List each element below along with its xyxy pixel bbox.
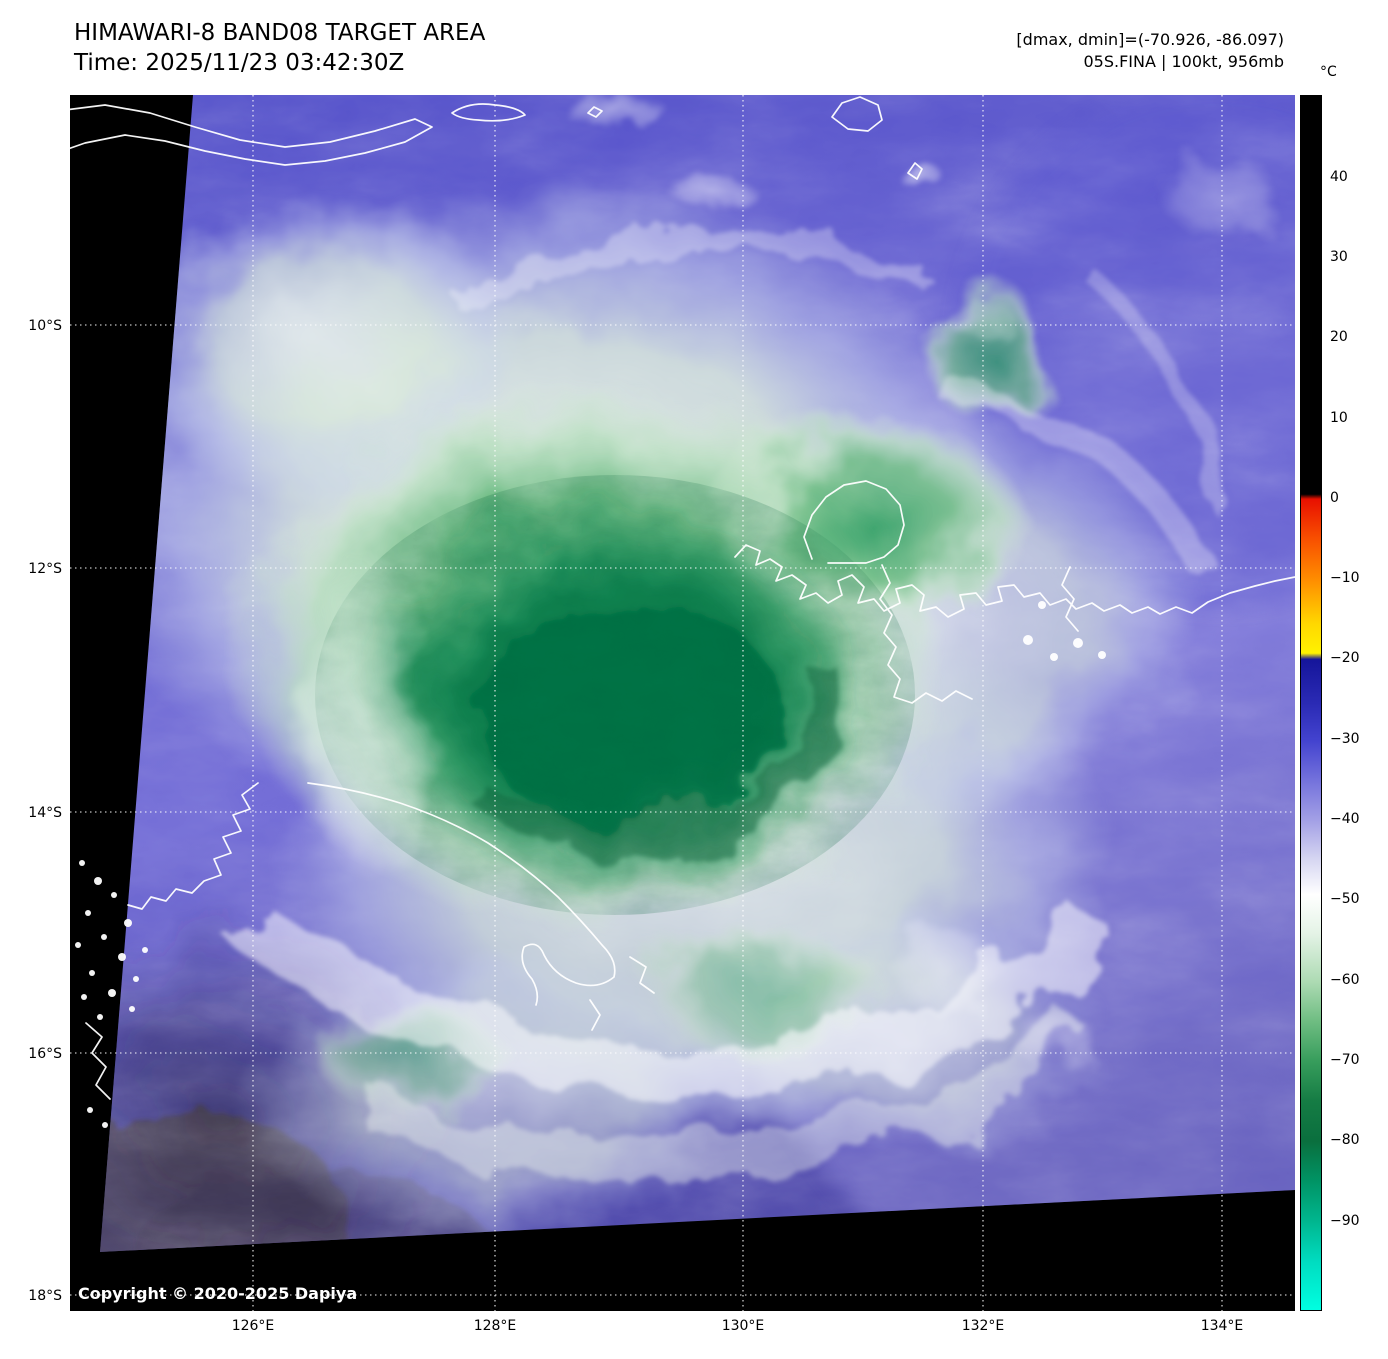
australia-north-coastline xyxy=(734,544,1296,618)
colorbar-tick-label: 20 xyxy=(1330,329,1348,345)
colorbar-unit-label: °C xyxy=(1320,64,1337,80)
lat-label: 18°S xyxy=(28,1288,62,1304)
lon-label: 126°E xyxy=(231,1318,275,1334)
small-islands-coastline xyxy=(451,96,923,180)
lat-label: 10°S xyxy=(28,318,62,334)
lat-label: 16°S xyxy=(28,1046,62,1062)
gulf-coastline xyxy=(803,480,905,564)
island-specks xyxy=(75,601,1106,1128)
copyright-text: Copyright © 2020-2025 Dapiya xyxy=(78,1284,358,1303)
colorbar-tick-label: −90 xyxy=(1330,1213,1360,1229)
lon-label: 128°E xyxy=(473,1318,517,1334)
satellite-image xyxy=(64,95,1296,1311)
graticule xyxy=(70,95,1295,1311)
lon-label: 134°E xyxy=(1200,1318,1244,1334)
inland-river-coastline xyxy=(879,564,1079,704)
colorbar-tick-label: 40 xyxy=(1330,169,1348,185)
map-area xyxy=(64,95,1296,1311)
colorbar-tick-label: −60 xyxy=(1330,972,1360,988)
dampier-peninsula-coastline xyxy=(85,782,655,1100)
colorbar-tick-label: −20 xyxy=(1330,650,1360,666)
colorbar-tick-label: 30 xyxy=(1330,249,1348,265)
lon-label: 132°E xyxy=(961,1318,1005,1334)
timestamp: Time: 2025/11/23 03:42:30Z xyxy=(74,50,405,76)
lon-label: 130°E xyxy=(721,1318,765,1334)
colorbar: °C 40 30 20 10 0 −10 −20 −30 −40 −50 −60… xyxy=(1300,64,1388,1311)
storm-info: 05S.FINA | 100kt, 956mb xyxy=(1083,52,1284,71)
white-cloud-bands xyxy=(233,95,1285,1180)
dmax-dmin-readout: [dmax, dmin]=(-70.926, -86.097) xyxy=(1016,30,1284,49)
colorbar-tick-label: 0 xyxy=(1330,490,1339,506)
colorbar-tick-label: −50 xyxy=(1330,891,1360,907)
colorbar-tick-label: −40 xyxy=(1330,811,1360,827)
satellite-swath xyxy=(100,95,1295,1252)
lat-label: 14°S xyxy=(28,805,62,821)
colorbar-gradient xyxy=(1300,95,1322,1311)
lat-label: 12°S xyxy=(28,561,62,577)
colorbar-tick-label: −70 xyxy=(1330,1052,1360,1068)
colorbar-tick-label: −30 xyxy=(1330,731,1360,747)
colorbar-tick-label: −80 xyxy=(1330,1132,1360,1148)
colorbar-tick-label: −10 xyxy=(1330,570,1360,586)
page-title: HIMAWARI-8 BAND08 TARGET AREA xyxy=(74,20,486,46)
colorbar-tick-label: 10 xyxy=(1330,410,1348,426)
timor-coastline xyxy=(64,104,433,166)
